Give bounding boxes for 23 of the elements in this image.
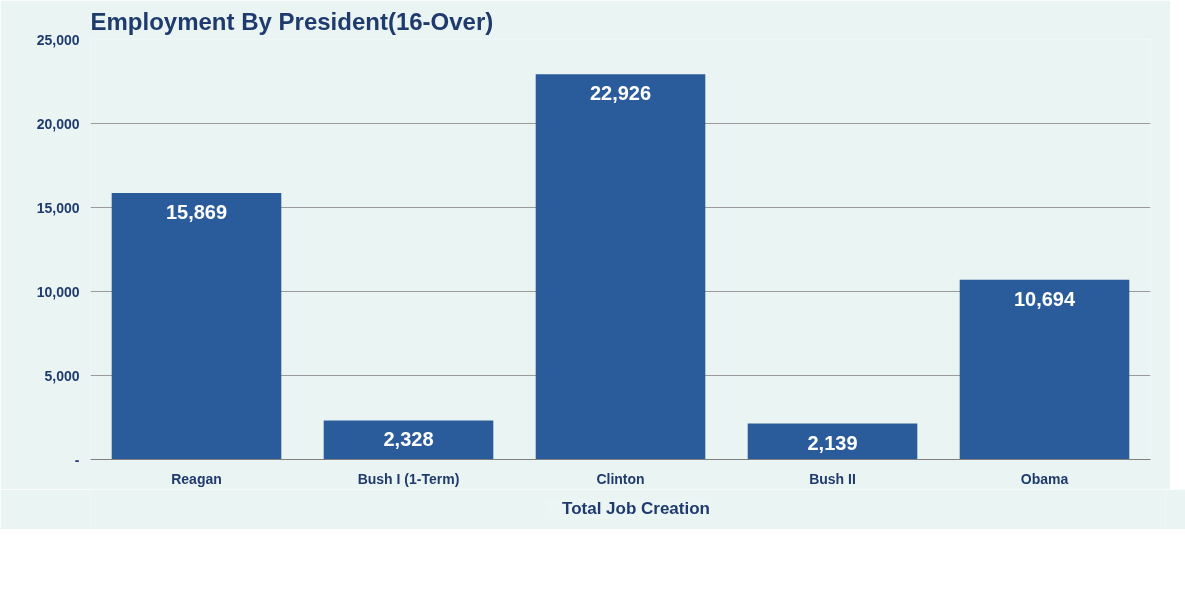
y-tick-label: 25,000 — [36, 31, 80, 48]
text: Total Job Creation — [562, 499, 710, 519]
data-label: 2,328 — [383, 428, 434, 451]
x-tick-label: Bush I (1-Term) — [357, 470, 460, 487]
y-tick-label: 15,000 — [36, 199, 80, 216]
x-tick-label: Clinton — [596, 470, 645, 487]
bar — [111, 192, 282, 460]
data-label: 22,926 — [589, 82, 652, 105]
data-label: 15,869 — [165, 200, 228, 223]
x-tick-label: Obama — [1020, 470, 1069, 487]
bar — [535, 74, 706, 460]
x-tick-label: Bush II — [809, 470, 856, 487]
x-tick-label: Reagan — [171, 470, 222, 487]
y-tick-label: 5,000 — [44, 367, 80, 384]
y-tick-label: 10,000 — [36, 283, 80, 300]
bar — [323, 420, 494, 460]
bar — [959, 279, 1130, 460]
data-label: 10,694 — [1013, 287, 1076, 310]
y-tick-label: - — [74, 451, 80, 468]
y-tick-label: 20,000 — [36, 115, 80, 132]
data-label: 2,139 — [807, 431, 858, 454]
chart-title: Employment By President(16-Over) — [90, 7, 494, 35]
bar — [747, 423, 918, 460]
